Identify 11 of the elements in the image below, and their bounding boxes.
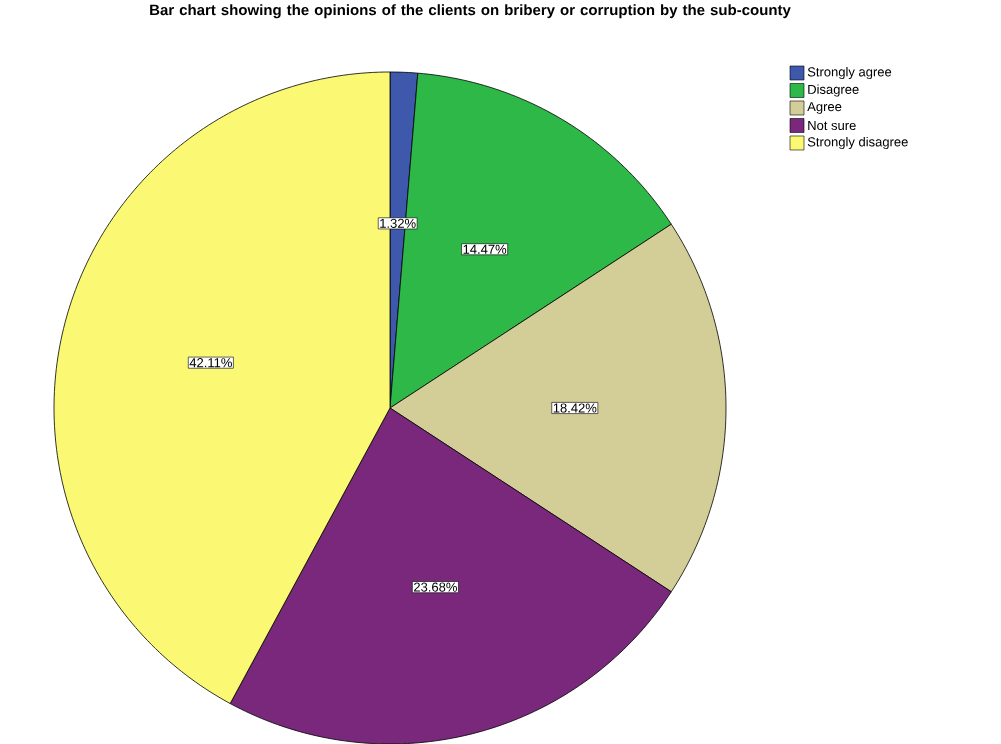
legend-label: Agree bbox=[807, 102, 842, 114]
legend-label: Strongly disagree bbox=[807, 136, 908, 150]
data-label: 18.42% bbox=[553, 403, 597, 413]
legend-label: Disagree bbox=[808, 84, 859, 97]
legend-label: Strongly agree bbox=[807, 66, 892, 80]
legend-label: Not sure bbox=[808, 120, 856, 131]
data-label: 23.68% bbox=[414, 582, 457, 592]
chart-title: Bar chart showing the opinions of the clients on bribery or corruption by the sub-county bbox=[150, 4, 791, 19]
data-label: 42.11% bbox=[189, 358, 232, 368]
data-label: 14.47% bbox=[463, 244, 507, 254]
data-label: 1.32% bbox=[380, 218, 416, 228]
